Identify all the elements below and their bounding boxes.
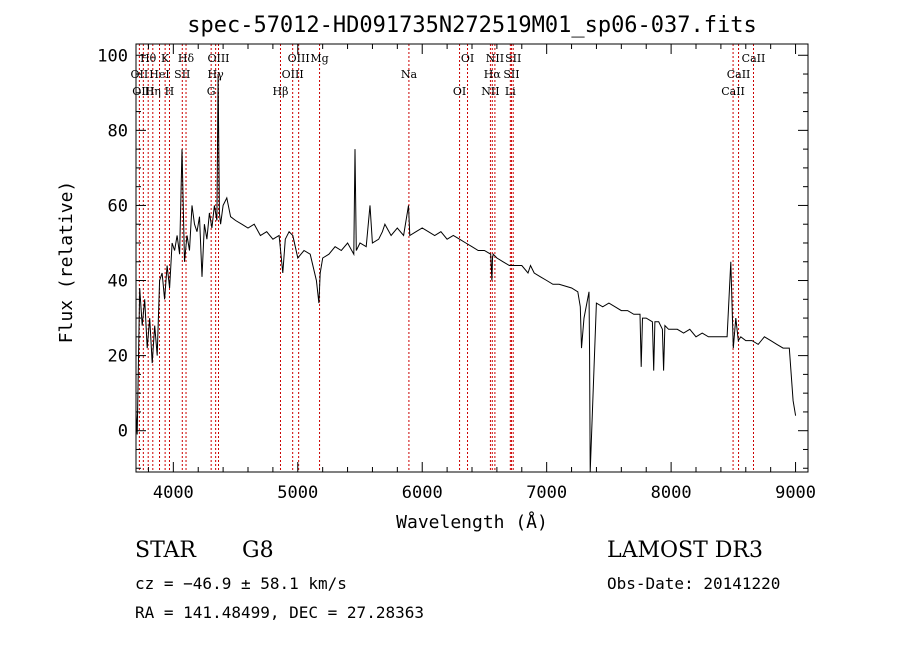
marker-label: CaII [742,52,766,65]
marker-label: Hβ [273,85,289,98]
x-axis-label: Wavelength (Å) [396,511,548,533]
x-tick-label: 7000 [526,483,567,503]
marker-label: OIII [288,52,310,65]
x-tick-label: 8000 [651,483,692,503]
y-axis: 0 20 40 60 80 100 [97,46,808,469]
marker-label: Mg [310,52,328,65]
y-tick-label: 0 [118,422,128,442]
spectrum-chart: spec-57012-HD091735N272519M01_sp06-037.f… [56,13,816,533]
plot-frame [135,43,809,473]
redshift-velocity: cz = −46.9 ± 58.1 km/s [135,574,347,593]
marker-label: OIII [132,85,154,98]
marker-label: NII [481,85,499,98]
marker-label: Hδ [178,52,195,65]
marker-label: OIII [207,52,229,65]
marker-label: Hα [484,68,502,81]
spectrum-line [135,73,797,473]
marker-label: Hγ [208,68,225,81]
x-tick-label: 9000 [775,483,816,503]
marker-label: OIII [282,68,304,81]
line-markers [138,44,754,472]
ra-dec: RA = 141.48499, DEC = 27.28363 [135,603,424,622]
survey-name: LAMOST DR3 [607,538,763,563]
y-tick-label: 100 [97,46,128,66]
marker-label: SII [503,68,519,81]
y-tick-label: 80 [108,121,128,141]
marker-label: OI [453,85,466,98]
x-tick-label: 6000 [402,483,443,503]
marker-label: OI [461,52,474,65]
marker-label: Na [401,68,418,81]
object-subclass: G8 [242,538,274,563]
marker-label: HeI [149,68,169,81]
line-marker-labels: HθOIIOIIIKHeIHηHδSIIHOIIIHγGOIIIOIIIHβMg… [131,52,766,98]
marker-label: SII [505,52,521,65]
marker-label: SII [174,68,190,81]
marker-label: CaII [721,85,745,98]
marker-label: H [165,85,175,98]
observation-date: Obs-Date: 20141220 [607,574,781,593]
marker-label: G [207,85,216,98]
marker-label: CaII [727,68,751,81]
marker-label: Hη [145,85,161,98]
x-axis: 4000 5000 6000 7000 8000 9000 [147,44,816,503]
chart-title: spec-57012-HD091735N272519M01_sp06-037.f… [187,13,757,38]
y-axis-label: Flux (relative) [56,181,77,344]
y-tick-label: 60 [108,196,128,216]
marker-label: Hθ [140,52,157,65]
x-tick-label: 4000 [153,483,194,503]
object-class: STAR [135,538,196,563]
marker-label: Li [505,85,516,98]
y-tick-label: 20 [108,347,128,367]
y-tick-label: 40 [108,272,128,292]
x-tick-label: 5000 [277,483,318,503]
marker-label: K [161,52,170,65]
marker-label: NII [486,52,504,65]
